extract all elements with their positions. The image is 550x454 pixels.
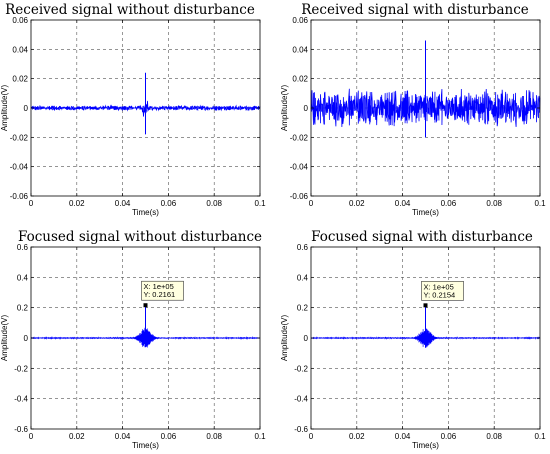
y-tick-label: 0.6 xyxy=(17,243,29,252)
x-tick-label: 0.04 xyxy=(115,199,131,208)
chart-title: Focused signal without disturbance xyxy=(18,229,262,245)
x-axis-label: Time(s) xyxy=(132,208,159,217)
chart-panel-1: Received signal without disturbance 0 0.02… xyxy=(0,2,266,217)
datatip-marker xyxy=(143,303,148,308)
y-tick-label: 0.02 xyxy=(12,75,28,84)
y-axis-label: Amplitude(V) xyxy=(280,85,289,132)
y-tick-label: 0.4 xyxy=(17,273,29,282)
chart-panel-3: Focused signal without disturbance 0 0.02 0… xyxy=(0,229,266,450)
y-tick-label: -0.06 xyxy=(290,192,309,201)
x-tick-label: 0.08 xyxy=(486,432,502,441)
x-tick-label: 0.08 xyxy=(206,199,222,208)
x-tick-label: 0.02 xyxy=(69,432,85,441)
x-tick-label: 0.04 xyxy=(115,432,131,441)
datatip-x-label: X: 1e+05 xyxy=(424,282,454,291)
x-tick-label: 0.06 xyxy=(441,199,457,208)
y-axis-label: Amplitude(V) xyxy=(280,315,289,362)
datatip-x-label: X: 1e+05 xyxy=(144,282,174,291)
datatip-box xyxy=(421,281,464,301)
x-tick-label: 0.08 xyxy=(206,432,222,441)
chart-title: Focused signal with disturbance xyxy=(311,229,533,245)
x-tick-label: 0.1 xyxy=(254,199,266,208)
y-tick-label: -0.04 xyxy=(10,163,29,172)
x-tick-label: 0.06 xyxy=(161,432,177,441)
x-tick-label: 0 xyxy=(309,432,314,441)
y-tick-label: -0.02 xyxy=(10,133,29,142)
y-axis-label: Amplitude(V) xyxy=(0,315,9,362)
y-tick-label: 0.06 xyxy=(292,16,308,25)
y-tick-label: 0.04 xyxy=(12,45,28,54)
x-tick-label: 0.06 xyxy=(441,432,457,441)
x-tick-label: 0.1 xyxy=(254,432,266,441)
x-tick-label: 0.02 xyxy=(69,199,85,208)
y-tick-label: 0.2 xyxy=(17,304,29,313)
y-tick-label: -0.6 xyxy=(294,425,308,434)
datatip-y-label: Y: 0.2154 xyxy=(424,290,456,299)
x-tick-label: 0.02 xyxy=(349,432,365,441)
y-tick-label: 0.04 xyxy=(292,45,308,54)
y-tick-label: -0.2 xyxy=(14,364,28,373)
x-tick-label: 0.1 xyxy=(534,432,546,441)
signal-envelope xyxy=(407,328,444,348)
signal-envelope xyxy=(127,328,164,348)
y-tick-label: 0.4 xyxy=(297,273,309,282)
y-tick-label: 0 xyxy=(304,334,309,343)
y-tick-label: 0.6 xyxy=(297,243,309,252)
x-tick-label: 0.1 xyxy=(534,199,546,208)
datatip-marker xyxy=(423,303,428,308)
x-tick-label: 0.08 xyxy=(486,199,502,208)
x-axis-label: Time(s) xyxy=(412,208,439,217)
y-tick-label: -0.2 xyxy=(294,364,308,373)
y-tick-label: 0.02 xyxy=(292,75,308,84)
chart-panel-4: Focused signal with disturbance 0 0.02 0.04… xyxy=(280,229,546,450)
y-tick-label: -0.02 xyxy=(290,133,309,142)
datatip-box xyxy=(141,280,184,301)
chart-title: Received signal without disturbance xyxy=(5,2,255,18)
y-tick-label: 0 xyxy=(24,334,29,343)
x-tick-label: 0 xyxy=(309,199,314,208)
x-tick-label: 0 xyxy=(29,432,34,441)
y-axis-label: Amplitude(V) xyxy=(0,85,9,132)
y-tick-label: 0 xyxy=(24,104,29,113)
x-tick-label: 0.06 xyxy=(161,199,177,208)
y-tick-label: 0.06 xyxy=(12,16,28,25)
x-axis-label: Time(s) xyxy=(412,441,439,450)
chart-panel-2: Received signal with disturbance 0 0.02 0.0… xyxy=(280,2,546,217)
y-tick-label: -0.4 xyxy=(14,395,28,404)
x-tick-label: 0 xyxy=(29,199,34,208)
datatip-y-label: Y: 0.2161 xyxy=(144,290,176,299)
y-tick-label: -0.6 xyxy=(14,425,28,434)
x-axis-label: Time(s) xyxy=(132,441,159,450)
y-tick-label: -0.04 xyxy=(290,163,309,172)
y-tick-label: -0.4 xyxy=(294,395,308,404)
x-tick-label: 0.04 xyxy=(395,199,411,208)
chart-title: Received signal with disturbance xyxy=(301,2,529,18)
x-tick-label: 0.04 xyxy=(395,432,411,441)
y-tick-label: 0.2 xyxy=(297,304,309,313)
x-tick-label: 0.02 xyxy=(349,199,365,208)
y-tick-label: -0.06 xyxy=(10,192,29,201)
y-tick-label: 0 xyxy=(304,104,309,113)
